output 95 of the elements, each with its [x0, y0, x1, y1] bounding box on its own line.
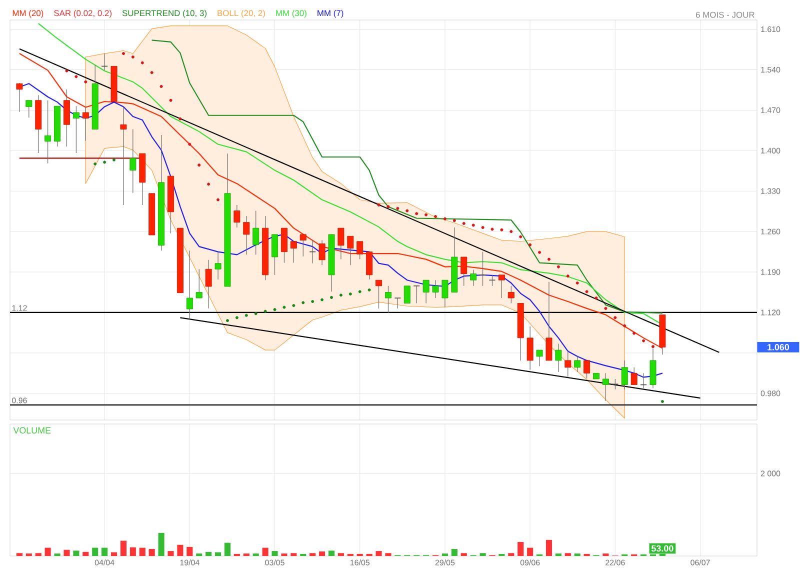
bar [35, 553, 42, 556]
candlestick [214, 250, 222, 280]
bar [385, 553, 392, 556]
bar [130, 547, 136, 556]
bar [44, 548, 51, 556]
candlestick [338, 228, 344, 260]
bar [451, 548, 458, 556]
candlestick [44, 100, 52, 164]
candlestick [82, 106, 89, 142]
bar [16, 553, 22, 556]
bar [148, 548, 155, 556]
bar [518, 542, 524, 556]
bar [508, 553, 514, 556]
candlestick [621, 360, 628, 390]
bar [527, 548, 534, 556]
text: 1.060 [768, 344, 790, 350]
text: SUPERTREND (10, 3) [122, 10, 206, 18]
candlestick [376, 280, 382, 309]
data-label: 53.00 [652, 545, 674, 552]
candlestick [470, 269, 477, 286]
candlestick [234, 204, 240, 228]
bar [82, 552, 89, 556]
bar [224, 542, 231, 556]
candlestick [130, 128, 136, 194]
candlestick [498, 274, 505, 298]
candlestick [26, 100, 32, 118]
bar [206, 552, 212, 556]
candlestick [460, 256, 468, 286]
candlestick [290, 241, 297, 264]
candlestick [120, 106, 127, 206]
candlestick [318, 240, 326, 266]
candlestick [422, 280, 430, 304]
candlestick [404, 286, 410, 304]
candlestick [252, 210, 260, 255]
text: BOLL (20, 2) [218, 10, 265, 18]
candlestick [385, 286, 392, 314]
bar [215, 552, 222, 556]
bar [177, 544, 184, 556]
bar [110, 552, 118, 556]
candlestick [536, 350, 543, 367]
candlestick [584, 360, 590, 379]
bar [262, 548, 268, 556]
candlestick [16, 82, 23, 112]
candlestick [488, 274, 496, 286]
bar [480, 553, 486, 556]
candlestick [555, 343, 562, 372]
candlestick [186, 250, 193, 320]
candlestick [300, 234, 306, 257]
bar [310, 553, 316, 556]
text: MM (20) [12, 10, 44, 18]
candlestick [479, 251, 486, 286]
bar [338, 553, 344, 556]
bar [102, 548, 108, 556]
bar [546, 540, 552, 556]
candlestick [564, 350, 572, 377]
candlestick [243, 216, 250, 255]
candlestick [442, 280, 448, 308]
candlestick [366, 251, 373, 280]
candlestick [612, 378, 619, 390]
bar [120, 540, 126, 556]
bar [158, 532, 164, 556]
chart-subtitle: 6 MOIS - JOUR [696, 12, 754, 18]
bar [290, 553, 297, 556]
candlestick [432, 280, 439, 298]
candlestick [394, 298, 402, 309]
candlestick [508, 286, 514, 304]
text: MM (7) [318, 10, 344, 18]
bar [460, 553, 467, 556]
bar [319, 551, 326, 556]
bar [328, 550, 335, 556]
bar [564, 553, 571, 556]
candlestick [205, 260, 212, 309]
bar [64, 550, 70, 556]
candlestick [526, 326, 534, 370]
chart-title: VOLUME [13, 427, 51, 434]
bar [92, 548, 98, 556]
text: MM (30) [276, 10, 306, 18]
candlestick [272, 234, 278, 276]
text: SAR (0.02, 0.2) [54, 10, 112, 18]
candlestick [196, 268, 202, 298]
candlestick [72, 106, 80, 154]
candlestick [413, 285, 420, 304]
candlestick [602, 372, 609, 402]
bar [186, 546, 193, 556]
bar [376, 551, 382, 556]
candlestick [630, 367, 638, 386]
candlestick [574, 356, 581, 372]
bar [168, 551, 174, 556]
candlestick [280, 228, 288, 264]
bar [139, 548, 146, 556]
bar [73, 550, 80, 556]
candlestick [356, 241, 364, 260]
bar [272, 551, 278, 556]
line-series [151, 40, 663, 314]
candlestick [347, 236, 354, 266]
